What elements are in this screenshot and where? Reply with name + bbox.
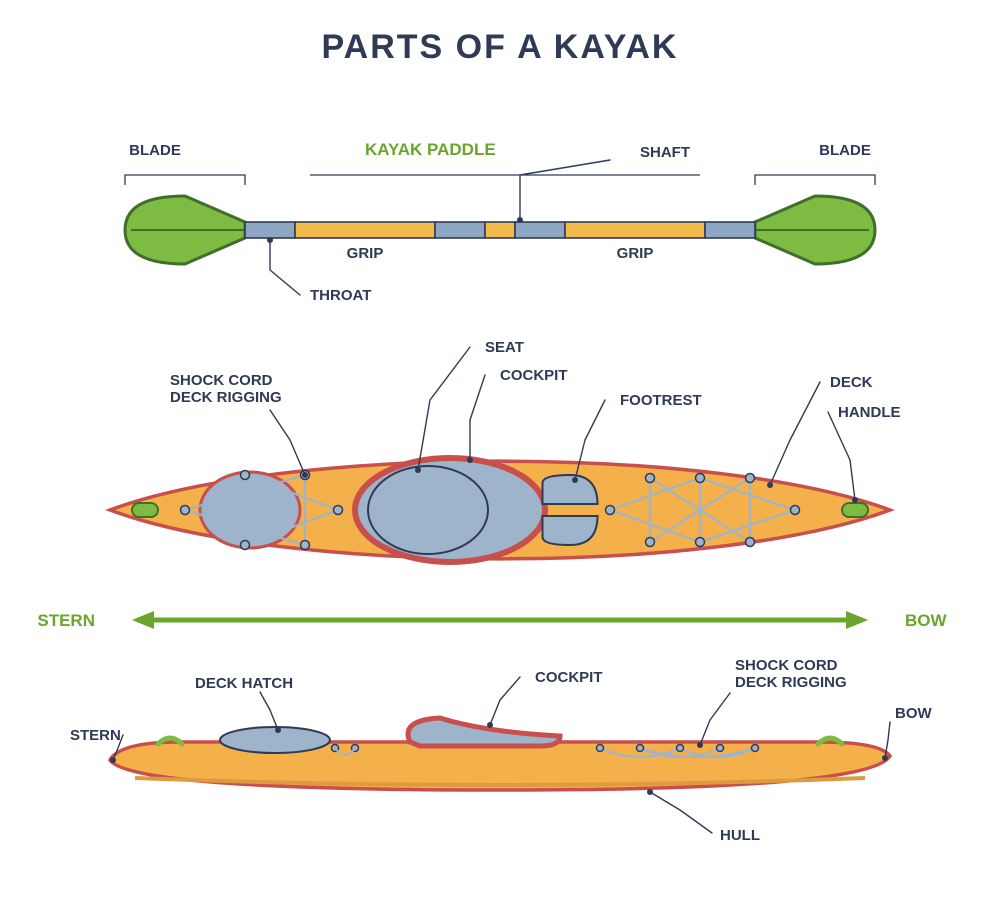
svg-text:BOW: BOW — [905, 611, 948, 630]
seat — [368, 466, 488, 554]
kayak-diagram-svg: KAYAK PADDLE BLADE BLADE SHAFT GRIP GRIP THROA… — [0, 0, 1000, 900]
diagram-stage: PARTS OF A KAYAK KAYAK PADDLEBLADEBLADES… — [0, 0, 1000, 900]
svg-text:HANDLE: HANDLE — [838, 404, 901, 421]
svg-text:BLADE: BLADE — [819, 142, 871, 159]
deck-hatch — [200, 472, 300, 548]
svg-text:SHAFT: SHAFT — [640, 144, 690, 161]
carry-handle — [132, 503, 158, 517]
svg-text:STERN: STERN — [37, 611, 95, 630]
deck-hatch-side — [220, 727, 330, 753]
svg-text:DECK RIGGING: DECK RIGGING — [170, 389, 282, 406]
svg-text:DECK RIGGING: DECK RIGGING — [735, 674, 847, 691]
svg-text:THROAT: THROAT — [310, 287, 371, 304]
svg-text:SHOCK CORD: SHOCK CORD — [735, 657, 838, 674]
cockpit-side — [408, 718, 560, 746]
svg-text:SHOCK CORD: SHOCK CORD — [170, 372, 273, 389]
svg-text:BLADE: BLADE — [129, 142, 181, 159]
svg-text:HULL: HULL — [720, 827, 760, 844]
svg-text:FOOTREST: FOOTREST — [620, 392, 702, 409]
paddle-shaft-segment — [515, 222, 565, 238]
carry-handle — [842, 503, 868, 517]
svg-text:GRIP: GRIP — [617, 245, 654, 262]
svg-text:SEAT: SEAT — [485, 339, 524, 356]
svg-text:KAYAK PADDLE: KAYAK PADDLE — [365, 140, 496, 159]
paddle-shaft-segment — [245, 222, 295, 238]
svg-text:GRIP: GRIP — [347, 245, 384, 262]
paddle-shaft-segment — [435, 222, 485, 238]
paddle-shaft-segment — [295, 222, 435, 238]
paddle-shaft-segment — [485, 222, 515, 238]
svg-text:DECK HATCH: DECK HATCH — [195, 675, 293, 692]
svg-text:BOW: BOW — [895, 705, 933, 722]
svg-text:DECK: DECK — [830, 374, 873, 391]
svg-text:COCKPIT: COCKPIT — [535, 669, 603, 686]
paddle-shaft-segment — [705, 222, 755, 238]
svg-text:COCKPIT: COCKPIT — [500, 367, 568, 384]
svg-text:STERN: STERN — [70, 727, 121, 744]
paddle-shaft-segment — [565, 222, 705, 238]
